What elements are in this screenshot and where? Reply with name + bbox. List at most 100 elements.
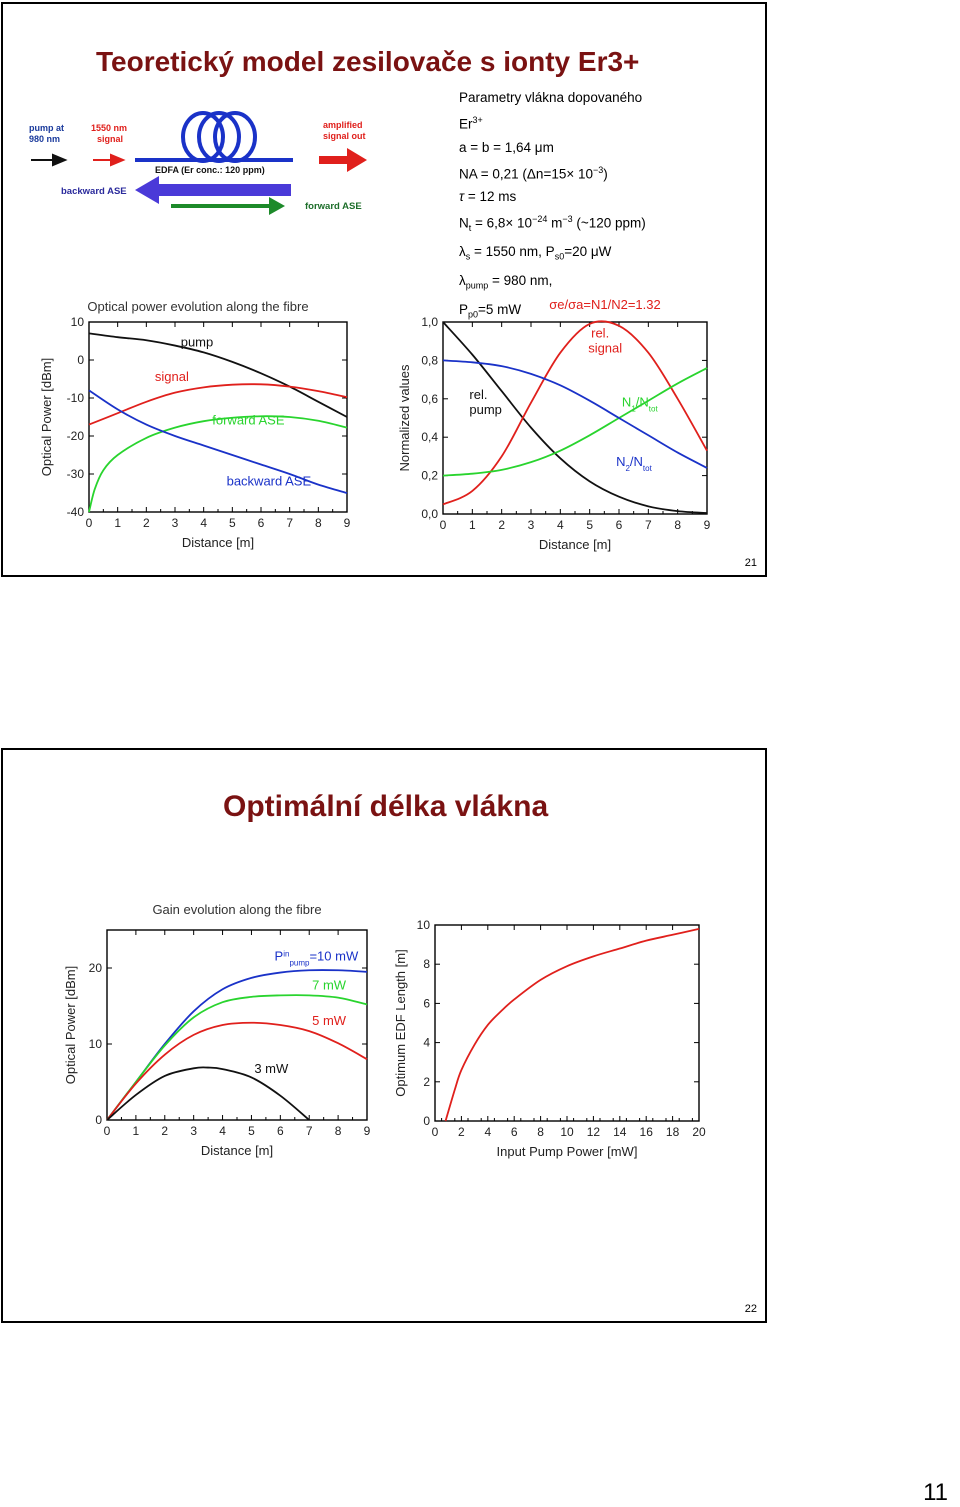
amp-out-label-2: signal out: [323, 131, 366, 141]
x-tick-label: 5: [229, 516, 236, 530]
x-tick-label: 8: [674, 518, 681, 532]
x-tick-label: 7: [306, 1124, 313, 1138]
x-tick-label: 1: [133, 1124, 140, 1138]
x-axis-label: Input Pump Power [mW]: [497, 1144, 638, 1159]
x-tick-label: 2: [161, 1124, 168, 1138]
signal-in-label-1: 1550 nm: [91, 123, 127, 133]
y-tick-label: 0,8: [421, 353, 438, 367]
y-axis-label: Normalized values: [397, 364, 412, 471]
series-line-rel-signal: [442, 320, 708, 506]
x-tick-label: 9: [704, 518, 711, 532]
series-line-5-mw: [106, 1021, 368, 1121]
fiber-coil-icon: [135, 111, 293, 163]
amplified-arrow-icon: [319, 148, 367, 172]
series-label: N2/Ntot: [616, 454, 653, 473]
y-tick-label: 20: [89, 961, 103, 975]
x-tick-label: 6: [277, 1124, 284, 1138]
forward-ase-label: forward ASE: [305, 201, 362, 212]
param-heading: Parametry vlákna dopovaného: [459, 90, 643, 105]
x-tick-label: 7: [645, 518, 652, 532]
series-line-n2-ntot: [442, 359, 708, 469]
y-tick-label: -30: [67, 467, 85, 481]
chart-title: Gain evolution along the fibre: [152, 902, 321, 917]
x-tick-label: 20: [692, 1125, 706, 1139]
y-tick-label: 10: [417, 918, 431, 932]
series-label: 7 mW: [312, 977, 347, 992]
x-tick-label: 1: [469, 518, 476, 532]
x-tick-label: 4: [200, 516, 207, 530]
x-tick-label: 9: [344, 516, 351, 530]
y-tick-label: 10: [71, 315, 85, 329]
series-label: signal: [588, 341, 622, 356]
y-tick-label: -20: [67, 429, 85, 443]
series-label: Pinpump=10 mW: [275, 948, 359, 967]
y-tick-label: 6: [423, 996, 430, 1010]
x-tick-label: 3: [528, 518, 535, 532]
series-line-rel-pump: [442, 321, 708, 514]
param-nt: Nt = 6,8× 10−24 m−3 (~120 ppm): [459, 214, 646, 234]
x-tick-label: 7: [286, 516, 293, 530]
y-tick-label: 1,0: [421, 315, 438, 329]
x-tick-label: 12: [587, 1125, 601, 1139]
plot-frame: [442, 321, 708, 515]
param-er: Er3+: [459, 115, 483, 132]
series-line-7-mw: [106, 994, 368, 1121]
x-tick-label: 14: [613, 1125, 627, 1139]
forward-ase-arrow-icon: [171, 197, 285, 215]
x-tick-label: 2: [498, 518, 505, 532]
x-tick-label: 10: [560, 1125, 574, 1139]
series-line-10-mw: [106, 969, 368, 1121]
x-tick-label: 8: [315, 516, 322, 530]
chart-title: Optical power evolution along the fibre: [87, 299, 308, 314]
param-lambda-s: λs = 1550 nm, Ps0=20 μW: [459, 244, 612, 262]
x-axis-label: Distance [m]: [182, 535, 254, 550]
x-tick-label: 9: [364, 1124, 371, 1138]
series-label: N1/Ntot: [622, 394, 659, 413]
slide-21: Teoretický model zesilovače s ionty Er3+…: [1, 2, 767, 577]
param-na: NA = 0,21 (Δn=15× 10−3): [459, 164, 608, 182]
x-tick-label: 4: [484, 1125, 491, 1139]
y-tick-label: 8: [423, 957, 430, 971]
y-tick-label: 0,6: [421, 392, 438, 406]
series-line-forward-ase: [88, 415, 348, 513]
param-dims: a = b = 1,64 μm: [459, 139, 554, 155]
slide-number: 22: [744, 1303, 757, 1315]
series-line-pump: [88, 332, 348, 418]
y-axis-label: Optical Power [dBm]: [39, 358, 54, 477]
pump-in-label-2: 980 nm: [29, 134, 60, 144]
chart-gain-evolution: Gain evolution along the fibre 0 1 2 3 4 5 6 7 8 9…: [63, 902, 371, 1158]
y-tick-label: 0: [423, 1114, 430, 1128]
series-label: forward ASE: [212, 413, 285, 428]
x-tick-label: 2: [458, 1125, 465, 1139]
x-tick-label: 0: [86, 516, 93, 530]
x-tick-label: 4: [557, 518, 564, 532]
param-lambda-pump: λpump = 980 nm,: [459, 272, 553, 291]
y-tick-label: -10: [67, 391, 85, 405]
x-tick-label: 16: [640, 1125, 654, 1139]
y-tick-label: 0: [77, 353, 84, 367]
x-tick-label: 1: [114, 516, 121, 530]
y-tick-label: 0: [95, 1113, 102, 1127]
y-axis-label: Optimum EDF Length [m]: [393, 949, 408, 1096]
x-tick-label: 6: [258, 516, 265, 530]
x-tick-label: 0: [440, 518, 447, 532]
x-tick-label: 5: [586, 518, 593, 532]
series-label: 3 mW: [254, 1061, 289, 1076]
x-tick-label: 2: [143, 516, 150, 530]
x-tick-label: 0: [432, 1125, 439, 1139]
y-tick-label: 4: [423, 1036, 430, 1050]
slide-number: 21: [744, 557, 757, 569]
y-tick-label: 0,2: [421, 469, 438, 483]
series-label: pump: [181, 335, 214, 350]
x-tick-label: 3: [190, 1124, 197, 1138]
x-tick-label: 0: [104, 1124, 111, 1138]
pump-in-label-1: pump at: [29, 123, 64, 133]
y-tick-label: 0,0: [421, 507, 438, 521]
amp-out-label-1: amplified: [323, 120, 363, 130]
chart-title: σe/σa=N1/N2=1.32: [549, 297, 660, 312]
y-tick-label: 2: [423, 1075, 430, 1089]
fiber-parameters: Parametry vlákna dopovaného Er3+ a = b =…: [459, 86, 646, 326]
x-tick-label: 8: [537, 1125, 544, 1139]
y-tick-label: 0,4: [421, 430, 438, 444]
